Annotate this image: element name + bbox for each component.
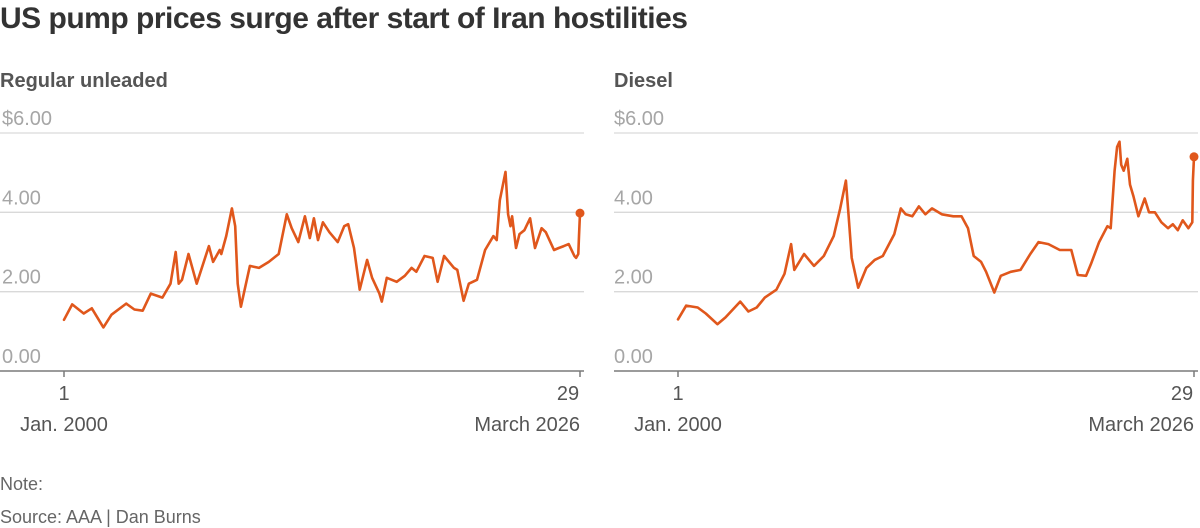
y-tick-label: 4.00: [614, 187, 653, 209]
x-tick-label-end-day: 29: [1171, 383, 1193, 405]
x-tick-label-end-month: March 2026: [474, 414, 580, 436]
y-tick-label: 2.00: [2, 267, 41, 289]
panel-diesel: $6.00 4.00 2.00 0.00 1 Jan. 2000 29 March 2026: [614, 108, 1199, 436]
x-tick-label-end-day: 29: [557, 383, 579, 405]
y-tick-label: 4.00: [2, 187, 41, 209]
y-tick-label: 0.00: [614, 346, 653, 368]
x-tick-label-start-day: 1: [672, 383, 683, 405]
y-tick-label: $6.00: [614, 108, 664, 130]
x-tick-label-start-month: Jan. 2000: [634, 414, 722, 436]
x-tick-label-start-month: Jan. 2000: [20, 414, 108, 436]
end-point-marker: [575, 208, 585, 218]
x-tick-label-start-day: 1: [58, 383, 69, 405]
series-line: [62, 170, 582, 329]
panel-title-diesel: Diesel: [614, 70, 673, 92]
panel-regular-unleaded: $6.00 4.00 2.00 0.00 1 Jan. 2000 29 March 2026: [0, 108, 585, 436]
x-tick-label-end-month: March 2026: [1088, 414, 1194, 436]
end-point-marker: [1189, 152, 1199, 162]
y-tick-label: 2.00: [614, 267, 653, 289]
note-text: Note:: [0, 474, 44, 494]
y-tick-label: $6.00: [2, 108, 52, 130]
series-line: [676, 140, 1196, 326]
panel-title-regular-unleaded: Regular unleaded: [0, 70, 168, 92]
y-tick-label: 0.00: [2, 346, 41, 368]
source-text: Source: AAA | Dan Burns: [0, 507, 201, 527]
chart-title: US pump prices surge after start of Iran…: [0, 2, 688, 35]
